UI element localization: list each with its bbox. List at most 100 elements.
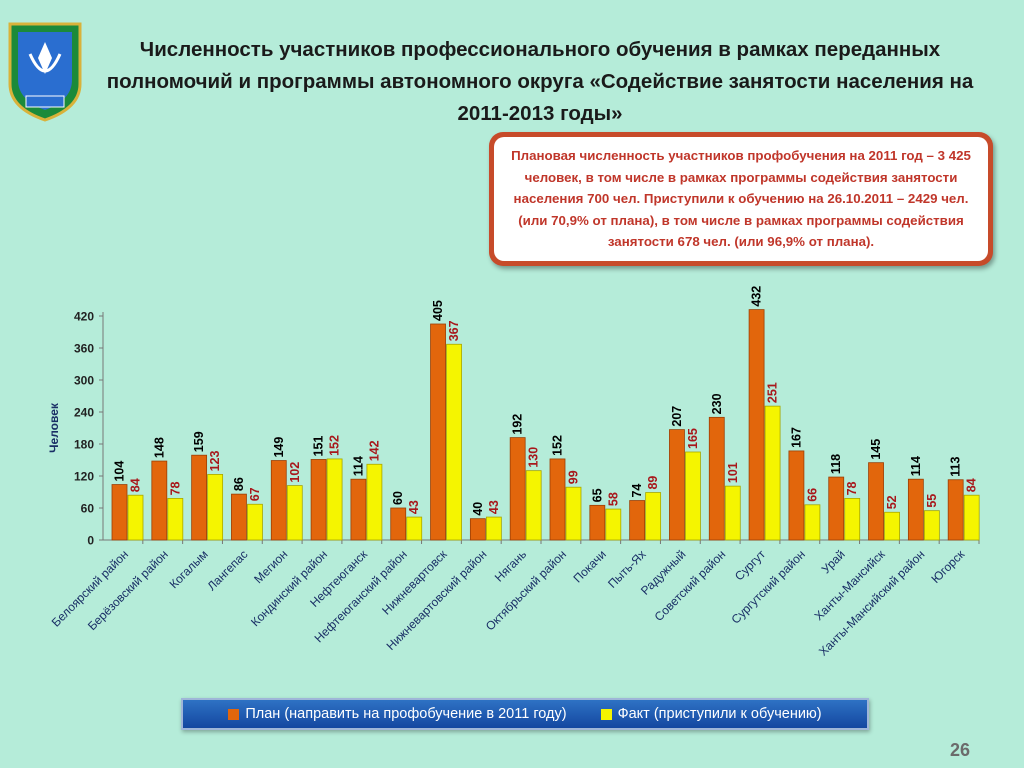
- data-label-fact: 66: [805, 488, 819, 502]
- y-tick-label: 240: [74, 406, 94, 420]
- legend-label-plan: План (направить на профобучение в 2011 г…: [245, 706, 567, 722]
- data-label-fact: 84: [129, 478, 143, 492]
- bar-plan: [111, 484, 128, 541]
- data-label-fact: 142: [367, 440, 381, 461]
- bar-plan: [708, 416, 725, 541]
- bar-fact: [366, 463, 383, 541]
- bar-fact: [446, 343, 462, 541]
- bar-plan: [868, 462, 884, 541]
- data-label-fact: 101: [726, 462, 740, 483]
- bar-plan: [350, 478, 367, 541]
- x-tick-label: Ханты-Мансийск: [812, 547, 889, 624]
- bar-plan: [589, 504, 606, 541]
- bar-plan: [191, 454, 208, 541]
- bar-fact: [167, 497, 184, 541]
- data-label-fact: 251: [766, 382, 780, 403]
- bar-plan: [390, 507, 407, 541]
- bar-fact: [127, 494, 144, 541]
- x-tick-label: Сургутский район: [729, 547, 808, 626]
- data-label-plan: 104: [113, 461, 127, 482]
- info-box: Плановая численность участников профобуч…: [489, 132, 993, 266]
- data-label-plan: 167: [789, 427, 803, 448]
- data-label-fact: 58: [606, 492, 620, 506]
- data-label-fact: 78: [845, 481, 859, 495]
- bar-fact: [844, 497, 861, 541]
- bar-plan: [469, 518, 486, 541]
- bar-fact: [326, 458, 343, 541]
- data-label-plan: 40: [471, 502, 485, 516]
- bar-fact: [884, 511, 900, 541]
- data-label-plan: 113: [949, 457, 963, 477]
- data-label-fact: 78: [168, 481, 182, 495]
- y-axis-label: Человек: [47, 402, 61, 453]
- data-label-fact: 52: [885, 495, 899, 509]
- data-label-plan: 207: [670, 406, 684, 427]
- bar-fact: [247, 503, 263, 541]
- legend-label-fact: Факт (приступили к обучению): [617, 706, 822, 722]
- bar-plan: [151, 460, 168, 541]
- data-label-plan: 151: [312, 436, 326, 457]
- data-label-fact: 43: [487, 500, 501, 514]
- data-label-fact: 84: [965, 478, 979, 492]
- x-tick-label: Лангепас: [204, 547, 250, 593]
- emblem-icon: [8, 22, 82, 122]
- data-label-fact: 55: [925, 494, 939, 508]
- y-tick-label: 60: [81, 502, 95, 516]
- data-label-plan: 159: [192, 431, 206, 452]
- data-label-fact: 43: [407, 500, 421, 514]
- bar-plan: [270, 460, 287, 541]
- bar-fact: [923, 510, 940, 541]
- data-label-plan: 148: [152, 437, 166, 458]
- page-number: 26: [950, 740, 971, 760]
- bar-fact: [963, 494, 980, 541]
- bar-fact: [804, 504, 821, 541]
- bar-plan: [788, 450, 805, 541]
- bar-plan: [310, 459, 327, 541]
- bar-plan: [748, 309, 765, 541]
- data-label-fact: 89: [646, 476, 660, 490]
- bar-plan: [669, 429, 685, 541]
- y-tick-label: 120: [74, 470, 94, 484]
- data-label-plan: 118: [829, 454, 843, 474]
- data-label-plan: 114: [909, 456, 923, 476]
- legend-item-plan: План (направить на профобучение в 2011 г…: [228, 706, 567, 722]
- y-tick-label: 180: [74, 438, 94, 452]
- bar-fact: [525, 470, 542, 541]
- data-label-plan: 432: [750, 286, 764, 307]
- data-label-plan: 149: [272, 437, 286, 458]
- data-label-plan: 86: [232, 477, 246, 491]
- bar-plan: [828, 476, 845, 541]
- bar-fact: [565, 486, 582, 541]
- data-label-fact: 99: [567, 470, 581, 484]
- x-tick-label: Советский район: [652, 547, 729, 624]
- bar-fact: [406, 516, 423, 541]
- bar-plan: [629, 500, 646, 541]
- slide-title: Численность участников профессионального…: [106, 38, 974, 125]
- legend-item-fact: Факт (приступили к обучению): [600, 706, 822, 722]
- chart-legend: План (направить на профобучение в 2011 г…: [181, 698, 869, 730]
- bar-fact: [207, 473, 224, 541]
- legend-swatch-fact: [600, 708, 612, 720]
- bar-fact: [286, 485, 303, 541]
- y-tick-label: 0: [87, 534, 94, 548]
- x-tick-label: Когалым: [167, 547, 211, 591]
- data-label-fact: 130: [527, 447, 541, 468]
- data-label-plan: 230: [710, 393, 724, 414]
- x-tick-label: Нягань: [492, 547, 529, 584]
- data-label-plan: 145: [869, 439, 883, 460]
- y-tick-label: 420: [74, 310, 94, 324]
- data-label-plan: 60: [391, 491, 405, 505]
- data-label-fact: 102: [288, 462, 302, 483]
- bar-fact: [485, 516, 502, 541]
- legend-swatch-plan: [228, 708, 240, 720]
- bar-plan: [509, 437, 526, 541]
- data-label-fact: 67: [248, 487, 262, 501]
- data-label-plan: 114: [351, 456, 365, 476]
- data-label-fact: 165: [686, 428, 700, 449]
- bar-plan: [430, 323, 446, 541]
- bar-plan: [947, 479, 964, 541]
- data-label-plan: 152: [551, 435, 565, 456]
- data-label-fact: 123: [208, 450, 222, 471]
- bar-fact: [764, 405, 781, 541]
- y-tick-label: 300: [74, 374, 94, 388]
